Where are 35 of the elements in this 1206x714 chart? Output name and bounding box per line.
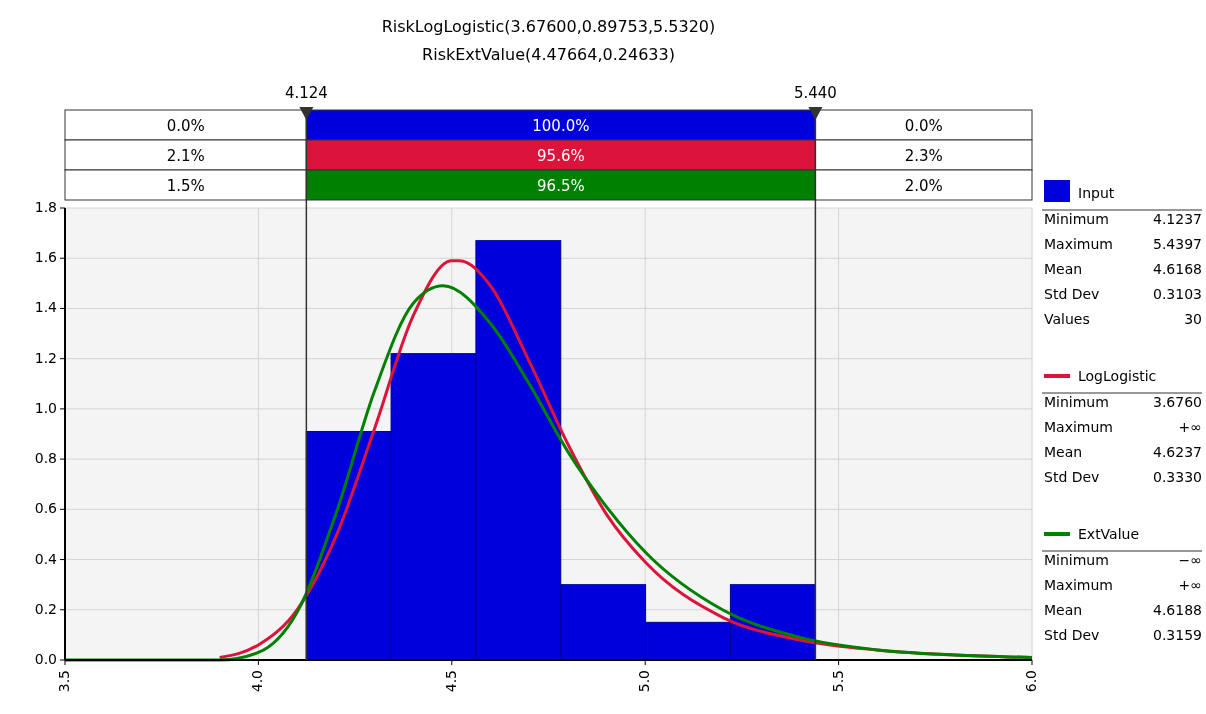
text: 95.6% <box>537 146 585 165</box>
ref-line-label: 5.440 <box>793 84 837 102</box>
text: 1.5% <box>166 176 205 195</box>
x-tick-label: 4.5 <box>442 670 459 693</box>
text: Minimum 3.6760 Maximum +∞ Mean 4.6237 Std Dev 0.3330 <box>1044 394 1202 485</box>
legend-label: ExtValue <box>1078 526 1140 542</box>
y-tick-label: 1.6 <box>34 249 58 266</box>
x-tick-label: 5.5 <box>829 670 846 693</box>
ref-line-label: 4.124 <box>284 84 328 102</box>
chart-subtitle: RiskExtValue(4.47664,0.24633) <box>422 45 675 64</box>
text: 2.3% <box>904 146 943 165</box>
legend-label: LogLogistic <box>1078 368 1157 384</box>
y-tick-label: 0.4 <box>34 550 58 567</box>
text: Minimum 4.1237 Maximum 5.4397 Mean 4.6168 Std Dev 0.3103 Values 30 <box>1044 211 1202 327</box>
y-tick-label: 1.8 <box>34 199 57 215</box>
text: 2.1% <box>166 146 205 165</box>
legend-label: Input <box>1078 185 1115 201</box>
text: 0.0% <box>904 116 943 135</box>
x-tick-label: 5.0 <box>636 670 653 693</box>
text: Minimum −∞ Maximum +∞ Mean 4.6188 Std Dev 0.3159 <box>1044 552 1202 643</box>
x-tick-label: 3.5 <box>56 670 72 693</box>
text: 0.0% <box>166 116 205 135</box>
text: 96.5% <box>537 176 585 195</box>
y-tick-label: 1.4 <box>34 299 58 316</box>
y-tick-label: 1.2 <box>34 349 57 366</box>
x-tick-label: 6.0 <box>1023 670 1039 693</box>
text: 100.0% <box>532 116 590 135</box>
y-tick-label: 0.2 <box>34 600 57 617</box>
y-tick-label: 0.8 <box>34 450 57 467</box>
chart-title: RiskLogLogistic(3.67600,0.89753,5.5320) <box>381 17 716 36</box>
y-tick-label: 0.0 <box>34 651 57 667</box>
y-tick-label: 0.6 <box>34 500 58 517</box>
x-tick-label: 4.0 <box>249 670 266 693</box>
y-tick-label: 1.0 <box>34 399 57 416</box>
text: 2.0% <box>904 176 943 195</box>
